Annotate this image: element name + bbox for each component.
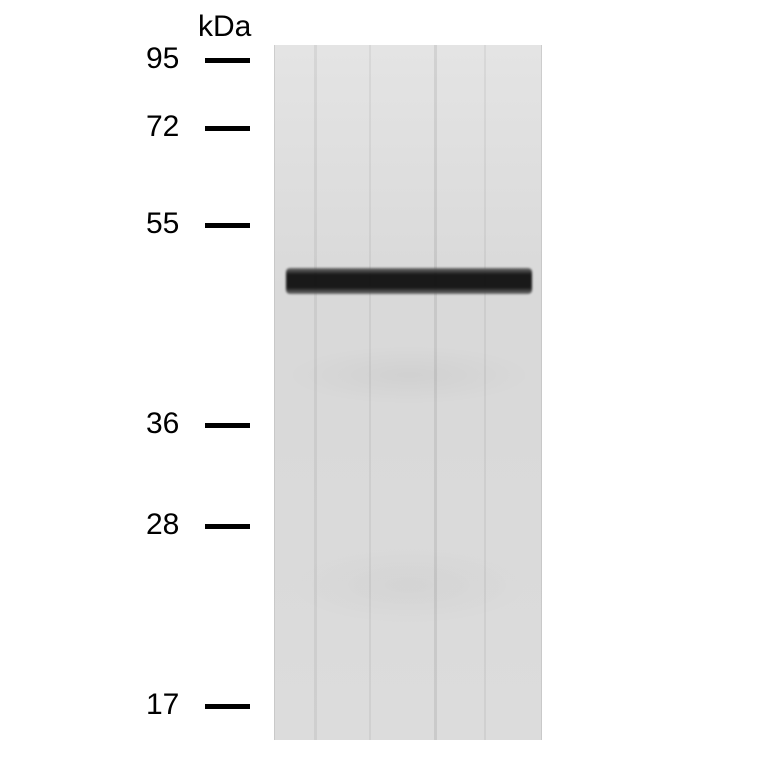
marker-label: 36 bbox=[146, 407, 179, 441]
marker-tick bbox=[205, 58, 250, 63]
marker-label: 95 bbox=[146, 42, 179, 76]
marker-tick bbox=[205, 704, 250, 709]
kda-title: kDa bbox=[198, 10, 251, 44]
marker-tick bbox=[205, 223, 250, 228]
lane-smudge bbox=[284, 345, 534, 405]
marker-label: 17 bbox=[146, 688, 179, 722]
marker-tick bbox=[205, 423, 250, 428]
marker-tick bbox=[205, 126, 250, 131]
protein-band bbox=[286, 268, 532, 294]
marker-tick bbox=[205, 524, 250, 529]
marker-label: 28 bbox=[146, 508, 179, 542]
marker-label: 72 bbox=[146, 110, 179, 144]
blot-lane bbox=[274, 45, 542, 740]
marker-label: 55 bbox=[146, 207, 179, 241]
lane-smudge bbox=[284, 545, 534, 625]
